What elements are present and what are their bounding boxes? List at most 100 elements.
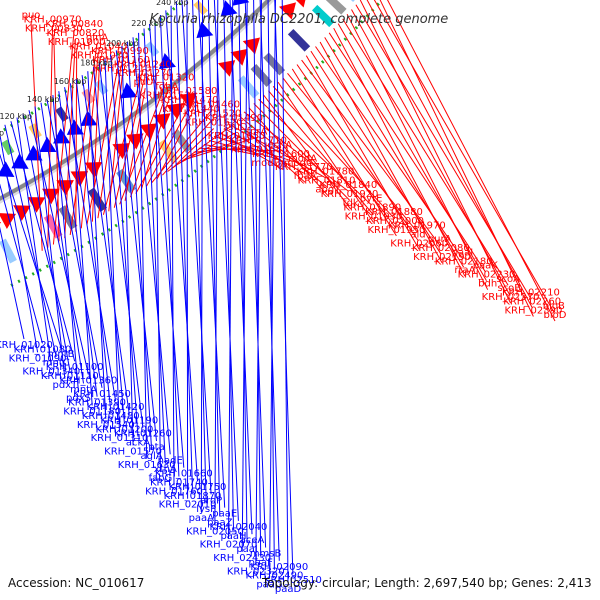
reverse-callout-line xyxy=(207,0,221,517)
reverse-gene-label: KRH_02430 xyxy=(213,553,271,564)
forward-callout-line xyxy=(333,27,466,277)
forward-gene-label: KRH_01490 xyxy=(205,113,263,124)
forward-callout-line xyxy=(213,135,303,165)
forward-gene-arrow xyxy=(217,60,236,77)
forward-gene-label: bioD xyxy=(544,310,567,321)
reverse-gene-arrow xyxy=(80,110,98,126)
forward-gene-label: KRH_01880 xyxy=(365,207,423,218)
forward-gene-label: KRH_01920 xyxy=(321,189,379,200)
forward-gene-label: KRH_01580 xyxy=(159,86,217,97)
reverse-gene-label: nadE xyxy=(158,455,183,466)
forward-gene-label: KRH_01000 xyxy=(48,37,106,48)
reverse-gene-label: lysP xyxy=(196,504,216,515)
forward-gene-label: KRH_01070 xyxy=(71,50,129,61)
forward-callout-line xyxy=(268,90,373,214)
forward-callout-line xyxy=(69,43,98,235)
ring-layer xyxy=(0,0,384,287)
reverse-callout-line xyxy=(52,95,79,393)
forward-gene-label: scoA xyxy=(496,274,520,285)
reverse-callout-line xyxy=(228,0,234,539)
reverse-callout-line xyxy=(0,132,39,353)
cog-category-block xyxy=(287,29,311,52)
forward-callout-line xyxy=(47,25,54,248)
reverse-callout-line xyxy=(281,0,289,584)
forward-gene-arrow xyxy=(139,123,158,140)
forward-callout-line xyxy=(291,68,397,237)
reverse-callout-line xyxy=(214,0,219,526)
reverse-callout-line xyxy=(115,50,157,442)
reverse-callout-line xyxy=(40,102,84,384)
genome-backbone xyxy=(0,0,272,201)
reverse-gene-label: ackA xyxy=(126,438,150,449)
cog-category-block xyxy=(312,4,335,28)
reverse-callout-line xyxy=(192,0,207,504)
forward-callout-line xyxy=(198,147,280,152)
reverse-callout-line xyxy=(138,32,148,459)
cog-category-block xyxy=(350,0,355,2)
scale-tick-label: 180 kbp xyxy=(80,59,113,68)
forward-callout-line xyxy=(97,65,122,219)
reverse-callout-line xyxy=(46,98,103,388)
reverse-callout-line xyxy=(104,58,120,433)
forward-callout-line xyxy=(238,115,327,188)
forward-gene-label: paaK xyxy=(473,261,499,272)
forward-gene-label: tdk xyxy=(343,198,359,209)
forward-gene-label: KRH_02260 xyxy=(503,297,561,308)
reverse-gene-label: xthA xyxy=(154,464,177,475)
forward-gene-label: KRH_01470 xyxy=(161,95,219,106)
reverse-gene-label: KRH_01660 xyxy=(155,469,213,480)
reverse-gene-label: KRH_01750 xyxy=(169,482,227,493)
reverse-callout-line xyxy=(4,124,57,357)
reverse-gene-label: paaF xyxy=(249,557,274,568)
map-title: Kocuria rhizophila DC2201, complete geno… xyxy=(150,12,449,27)
cog-category-block xyxy=(94,79,109,96)
reverse-gene-label: KRH_01480 xyxy=(82,411,140,422)
forward-gene-label: KRH_01530 xyxy=(139,91,197,102)
forward-gene-arrow xyxy=(42,188,60,205)
forward-callout-line xyxy=(324,37,465,268)
reverse-gene-label: KRH_01360 xyxy=(59,376,117,387)
cog-category-block xyxy=(263,52,286,76)
reverse-gene-label: paaE xyxy=(212,509,237,520)
reverse-callout-line xyxy=(170,5,175,486)
reverse-gene-label: KRH_02070 xyxy=(200,540,258,551)
forward-callout-line xyxy=(243,111,349,192)
reverse-gene-label: KRH_01110 xyxy=(41,371,99,382)
reverse-gene-label: KRH_01190 xyxy=(100,415,158,426)
cog-category-block xyxy=(87,187,107,212)
reverse-callout-line xyxy=(241,0,248,552)
reverse-callout-line xyxy=(149,23,185,468)
forward-gene-label: KRH_02190 xyxy=(413,252,471,263)
reverse-gene-label: paaA xyxy=(189,513,215,524)
reverse-gene-label: KRH_01630 xyxy=(118,460,176,471)
reverse-gene-label: mntC xyxy=(43,358,70,369)
forward-gene-label: KRH_01440 xyxy=(162,104,220,115)
forward-gene-label: fdhA xyxy=(155,82,178,93)
forward-callout-line xyxy=(277,81,374,223)
forward-gene-label: KRH_01950 xyxy=(367,225,425,236)
reverse-gene-label: KRH_01100 xyxy=(46,362,104,373)
forward-gene-arrow xyxy=(84,162,103,178)
forward-gene-arrow xyxy=(230,48,248,66)
reverse-callout-line xyxy=(28,110,89,375)
forward-gene-label: KRH_01930 xyxy=(345,212,403,223)
forward-gene-label: fprA xyxy=(246,126,267,137)
forward-callout-line xyxy=(301,59,441,246)
reverse-gene-label: KRH_01420 xyxy=(87,402,145,413)
forward-gene-label: KRH_01320 xyxy=(137,73,195,84)
forward-gene-label: KRH_01160 xyxy=(92,55,150,66)
reverse-callout-line xyxy=(253,0,262,557)
forward-callout-line xyxy=(86,56,121,225)
reverse-callout-line xyxy=(200,0,204,513)
forward-callout-line xyxy=(346,13,489,290)
scale-tick-label: 200 kbp xyxy=(106,39,139,48)
forward-callout-line xyxy=(156,114,192,180)
forward-gene-label: KRH_01680 xyxy=(230,144,288,155)
forward-callout-line xyxy=(75,47,78,232)
forward-callout-line xyxy=(30,20,43,251)
reverse-gene-label: KRH_02010 xyxy=(159,500,217,511)
reverse-callout-line xyxy=(127,41,153,450)
reverse-gene-label: KRH_01570 xyxy=(104,447,162,458)
